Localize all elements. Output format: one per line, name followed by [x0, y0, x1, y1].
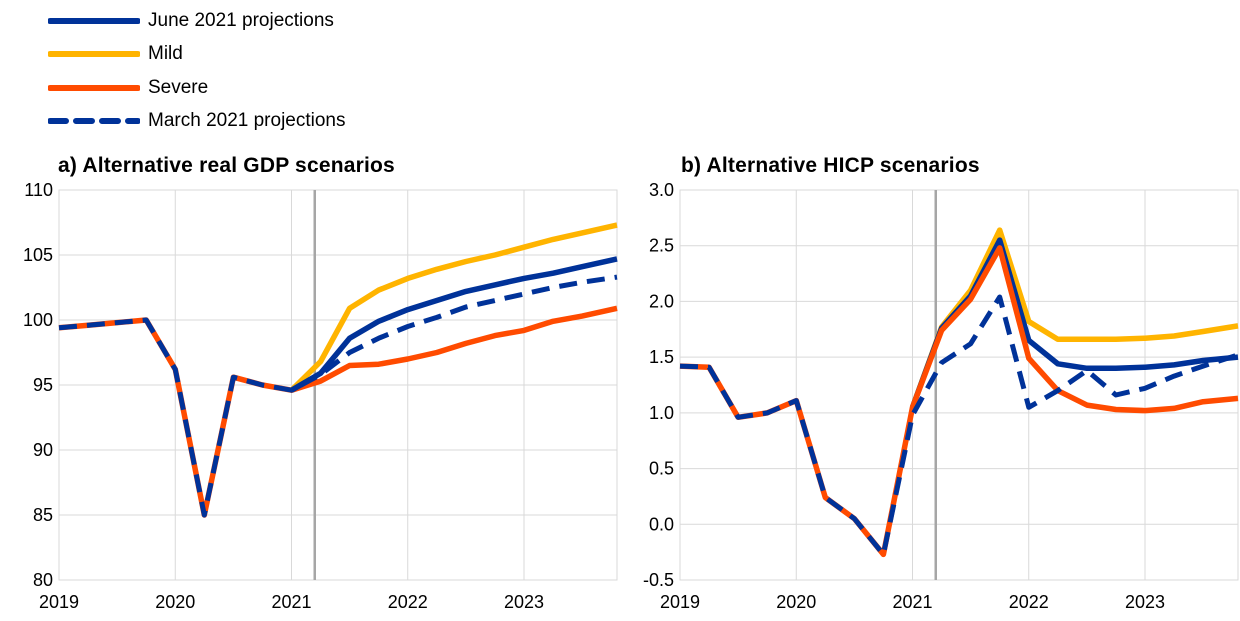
- y-tick-label: 100: [23, 310, 53, 330]
- y-tick-label: 80: [33, 570, 53, 590]
- plot-frame: [679, 189, 1239, 581]
- panel-a-title: a) Alternative real GDP scenarios: [58, 154, 395, 177]
- x-tick-label: 2019: [39, 592, 79, 612]
- x-tick-label: 2020: [776, 592, 816, 612]
- y-tick-label: 85: [33, 505, 53, 525]
- y-tick-label: 110: [24, 180, 53, 200]
- panel-a: 80 85 90 95 100 105 110 2019 2020 2021 2022 2023: [23, 180, 618, 612]
- series-line-severe: [58, 305, 618, 518]
- series-line-march-2021-projections: [58, 274, 618, 518]
- legend-label: Mild: [148, 43, 183, 65]
- x-tick-label: 2020: [155, 592, 195, 612]
- legend-swatch: [48, 84, 140, 91]
- x-tick-label: 2021: [271, 592, 311, 612]
- series-line-severe: [679, 245, 1239, 558]
- y-tick-label: 0.0: [649, 514, 674, 534]
- x-tick-label: 2019: [660, 592, 700, 612]
- legend-swatch: [48, 51, 140, 58]
- legend-swatch: [48, 17, 140, 24]
- series-line-march-2021-projections: [679, 294, 1239, 557]
- y-tick-label: 105: [23, 245, 53, 265]
- x-tick-label: 2022: [388, 592, 428, 612]
- y-tick-label: 95: [33, 375, 53, 395]
- legend-item: June 2021 projections: [48, 4, 346, 38]
- series-line-june-2021-projections: [909, 237, 1239, 409]
- y-tick-label: 0.5: [649, 459, 674, 479]
- legend-item: Severe: [48, 71, 346, 105]
- x-tick-label: 2022: [1009, 592, 1049, 612]
- y-tick-label: 1.0: [649, 403, 674, 423]
- legend-item: March 2021 projections: [48, 105, 346, 139]
- y-tick-label: -0.5: [643, 570, 674, 590]
- legend-label: Severe: [148, 76, 209, 98]
- series-line-mild: [909, 227, 1239, 409]
- legend-item: Mild: [48, 38, 346, 72]
- y-tick-label: 2.0: [649, 291, 674, 311]
- legend-label: March 2021 projections: [148, 110, 346, 132]
- y-tick-label: 2.5: [649, 236, 674, 256]
- x-tick-label: 2023: [1125, 592, 1165, 612]
- series-line-june-2021-projections: [290, 256, 618, 393]
- series-line-mild: [289, 222, 618, 393]
- x-tick-label: 2023: [504, 592, 544, 612]
- plot-frame: [58, 189, 618, 581]
- legend-swatch: [48, 118, 140, 125]
- panel-b: -0.5 0.0 0.5 1.0 1.5 2.0 2.5 3.0 2019 2020 2021 202…: [643, 180, 1239, 612]
- chart-legend: June 2021 projections Mild Severe March 202…: [48, 4, 346, 138]
- y-tick-label: 90: [33, 440, 53, 460]
- panel-b-title: b) Alternative HICP scenarios: [681, 154, 980, 177]
- x-tick-label: 2021: [892, 592, 932, 612]
- y-tick-label: 1.5: [649, 347, 674, 367]
- legend-label: June 2021 projections: [148, 9, 334, 31]
- y-tick-label: 3.0: [649, 180, 674, 200]
